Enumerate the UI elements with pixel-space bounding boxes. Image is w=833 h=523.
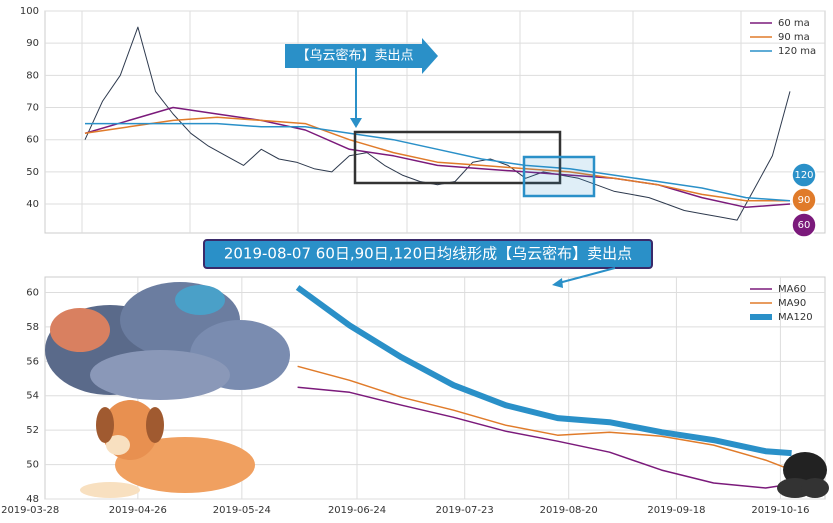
dog-illustration xyxy=(80,400,255,498)
ma-line xyxy=(84,116,790,202)
y-tick-label: 80 xyxy=(26,70,39,81)
dark-cloud-icon xyxy=(777,452,829,498)
banner: 2019-08-07 60日,90日,120日均线形成【乌云密布】卖出点 xyxy=(203,239,653,288)
ma-line xyxy=(85,122,791,202)
ma-line xyxy=(295,285,792,457)
legend-label: MA60 xyxy=(778,284,806,295)
y-tick-label: 54 xyxy=(26,391,39,402)
y-tick-label: 50 xyxy=(26,460,39,471)
cloud-illustration xyxy=(45,282,290,400)
zoom-box xyxy=(522,155,596,198)
y-tick-label: 60 xyxy=(26,135,39,146)
banner-text: 2019-08-07 60日,90日,120日均线形成【乌云密布】卖出点 xyxy=(224,245,632,263)
legend-label: MA90 xyxy=(778,298,806,309)
x-tick-label: 2019-08-20 xyxy=(540,505,598,516)
legend-label: 120 ma xyxy=(778,46,816,57)
x-tick-label: 2019-09-18 xyxy=(647,505,705,516)
ma-line xyxy=(297,365,792,471)
price-line xyxy=(84,26,791,221)
ma-line xyxy=(84,106,791,209)
end-badge xyxy=(791,212,817,238)
end-badge-label: 120 xyxy=(794,170,813,181)
y-tick-label: 52 xyxy=(26,425,39,436)
y-tick-label: 70 xyxy=(26,103,39,114)
x-tick-label: 2019-05-24 xyxy=(213,505,271,516)
y-tick-label: 50 xyxy=(26,167,39,178)
top-callout: 【乌云密布】卖出点 xyxy=(285,38,438,128)
end-badge xyxy=(791,187,817,213)
end-badge xyxy=(791,162,817,188)
legend-label: 90 ma xyxy=(778,32,810,43)
y-tick-label: 60 xyxy=(26,287,39,298)
legend-label: MA120 xyxy=(778,312,813,323)
x-tick-label: 2019-10-16 xyxy=(751,505,809,516)
y-tick-label: 58 xyxy=(26,322,39,333)
y-tick-label: 48 xyxy=(26,494,39,505)
top-vertical-grid xyxy=(81,11,742,233)
x-tick-label: 2019-07-23 xyxy=(436,505,494,516)
x-tick-label: 2019-06-24 xyxy=(328,505,386,516)
y-tick-label: 90 xyxy=(26,38,39,49)
y-tick-label: 100 xyxy=(20,6,39,17)
legend-label: 60 ma xyxy=(778,18,810,29)
y-tick-label: 40 xyxy=(26,199,39,210)
end-badge-label: 60 xyxy=(798,220,811,231)
callout-text: 【乌云密布】卖出点 xyxy=(296,48,413,64)
ma-line xyxy=(297,386,792,489)
x-tick-label: 2019-03-28 xyxy=(1,505,59,516)
end-badge-label: 90 xyxy=(798,195,811,206)
x-tick-label: 2019-04-26 xyxy=(109,505,167,516)
y-tick-label: 56 xyxy=(26,356,39,367)
